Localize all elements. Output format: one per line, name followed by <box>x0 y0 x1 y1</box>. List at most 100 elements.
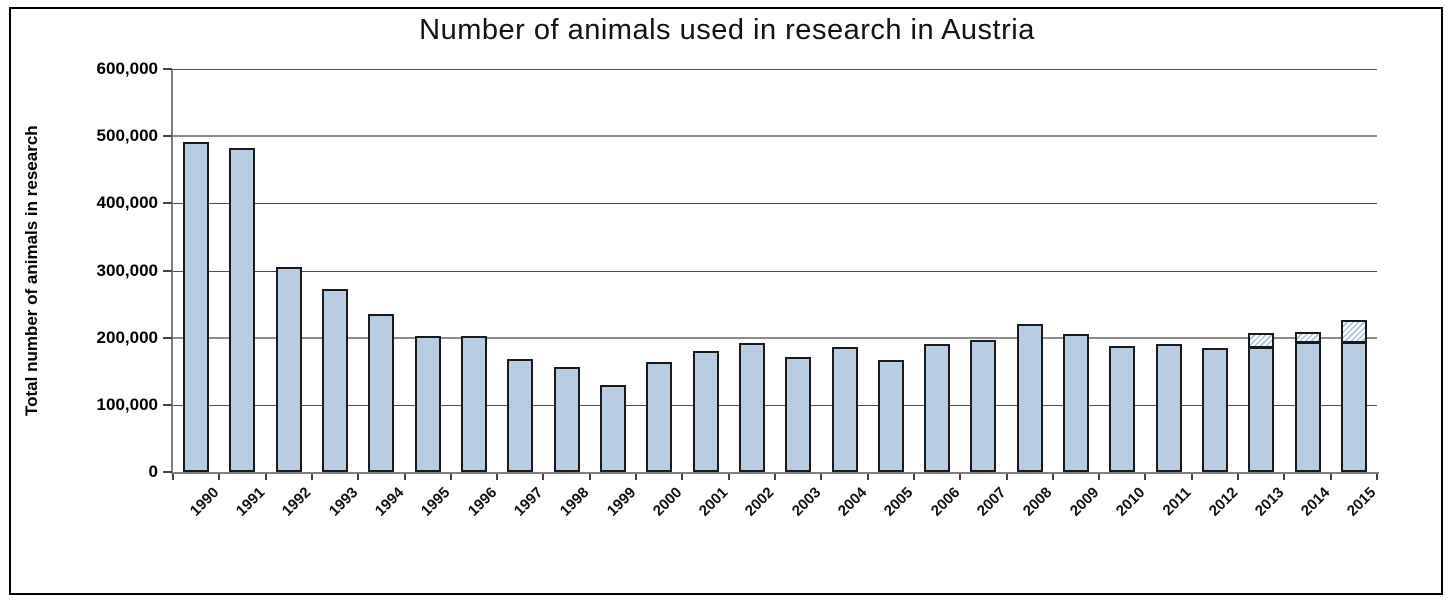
bar-2007 <box>970 339 997 472</box>
x-tick-mark <box>635 474 637 480</box>
x-tick-mark <box>265 474 267 480</box>
bar-cell-2000 <box>636 69 682 472</box>
chart-outer-frame <box>9 7 1443 595</box>
y-tick-mark <box>163 68 172 70</box>
bar-segment-solid-1999 <box>599 385 626 472</box>
gridline-200000 <box>173 337 1377 339</box>
bar-cell-1995 <box>405 69 451 472</box>
bar-segment-hatched-2014 <box>1294 331 1321 342</box>
bar-cell-2014 <box>1285 69 1331 472</box>
bar-1993 <box>322 289 349 472</box>
bar-segment-solid-1996 <box>461 335 488 472</box>
gridline-500000 <box>173 135 1377 137</box>
bar-segment-solid-1997 <box>507 359 534 472</box>
bar-segment-solid-2001 <box>692 351 719 472</box>
bar-segment-solid-2007 <box>970 339 997 472</box>
x-tick-mark <box>542 474 544 480</box>
x-tick-mark <box>1006 474 1008 480</box>
y-tick-mark <box>163 135 172 137</box>
y-tick-mark <box>163 404 172 406</box>
bar-2004 <box>831 347 858 472</box>
bar-cell-1993 <box>312 69 358 472</box>
bar-2002 <box>738 343 765 472</box>
bar-segment-solid-2003 <box>785 357 812 472</box>
bar-cell-1998 <box>544 69 590 472</box>
bar-cell-2008 <box>1007 69 1053 472</box>
bar-segment-solid-2002 <box>738 343 765 472</box>
bar-1994 <box>368 313 395 472</box>
bar-segment-solid-2000 <box>646 361 673 472</box>
bar-1995 <box>414 336 441 472</box>
bar-cell-2013 <box>1238 69 1284 472</box>
bar-cell-2010 <box>1099 69 1145 472</box>
x-tick-mark <box>1098 474 1100 480</box>
chart-title: Number of animals used in research in Au… <box>419 14 1035 46</box>
y-tick-label: 100,000 <box>96 395 158 414</box>
x-tick-mark <box>1144 474 1146 480</box>
bar-segment-solid-1993 <box>322 289 349 472</box>
x-tick-mark <box>1283 474 1285 480</box>
bar-segment-solid-1992 <box>275 267 302 472</box>
bar-segment-solid-2010 <box>1109 345 1136 472</box>
bar-2014 <box>1294 331 1321 472</box>
y-tick-label: 400,000 <box>96 193 158 212</box>
bar-cell-2012 <box>1192 69 1238 472</box>
bar-2009 <box>1063 333 1090 472</box>
bar-cell-1990 <box>173 69 219 472</box>
x-tick-mark <box>450 474 452 480</box>
bar-cell-1991 <box>219 69 265 472</box>
bar-segment-solid-2005 <box>877 359 904 472</box>
x-tick-mark <box>311 474 313 480</box>
bar-2003 <box>785 357 812 472</box>
x-tick-mark <box>1376 474 1378 480</box>
plot-area <box>173 69 1377 472</box>
bar-cell-2015 <box>1331 69 1377 472</box>
bar-segment-solid-1995 <box>414 336 441 472</box>
bar-2010 <box>1109 345 1136 472</box>
bar-segment-solid-2009 <box>1063 333 1090 472</box>
bar-2008 <box>1016 324 1043 472</box>
bar-1991 <box>229 148 256 472</box>
x-axis-line <box>171 472 1379 474</box>
bar-1990 <box>183 142 210 472</box>
x-tick-mark <box>1330 474 1332 480</box>
bar-2013 <box>1248 333 1275 472</box>
bar-segment-solid-2015 <box>1340 342 1367 472</box>
bar-segment-solid-2013 <box>1248 347 1275 472</box>
bar-cell-1997 <box>497 69 543 472</box>
gridline-100000 <box>173 405 1377 406</box>
bar-1998 <box>553 366 580 472</box>
bar-cell-2004 <box>821 69 867 472</box>
bar-cell-1996 <box>451 69 497 472</box>
y-tick-label: 200,000 <box>96 328 158 347</box>
bar-1997 <box>507 359 534 472</box>
bar-cell-2011 <box>1146 69 1192 472</box>
y-tick-mark <box>163 202 172 204</box>
bar-cell-2009 <box>1053 69 1099 472</box>
bar-segment-solid-2014 <box>1294 341 1321 472</box>
y-tick-mark <box>163 270 172 272</box>
bar-segment-solid-2006 <box>924 344 951 472</box>
bar-1999 <box>599 385 626 472</box>
gridline-600000 <box>173 69 1377 70</box>
x-tick-mark <box>589 474 591 480</box>
x-tick-mark <box>1191 474 1193 480</box>
bar-segment-solid-1998 <box>553 366 580 472</box>
bar-2011 <box>1155 344 1182 472</box>
x-tick-mark <box>404 474 406 480</box>
gridline-300000 <box>173 271 1377 272</box>
y-tick-mark <box>163 337 172 339</box>
x-tick-mark <box>1052 474 1054 480</box>
bar-segment-solid-2012 <box>1202 348 1229 472</box>
bar-2006 <box>924 344 951 472</box>
x-tick-mark <box>681 474 683 480</box>
bar-segment-solid-2008 <box>1016 324 1043 472</box>
x-tick-mark <box>959 474 961 480</box>
bar-cell-2002 <box>729 69 775 472</box>
bar-segment-hatched-2013 <box>1248 333 1275 348</box>
x-tick-mark <box>913 474 915 480</box>
bar-cell-1994 <box>358 69 404 472</box>
y-tick-mark <box>163 471 172 473</box>
x-tick-mark <box>496 474 498 480</box>
